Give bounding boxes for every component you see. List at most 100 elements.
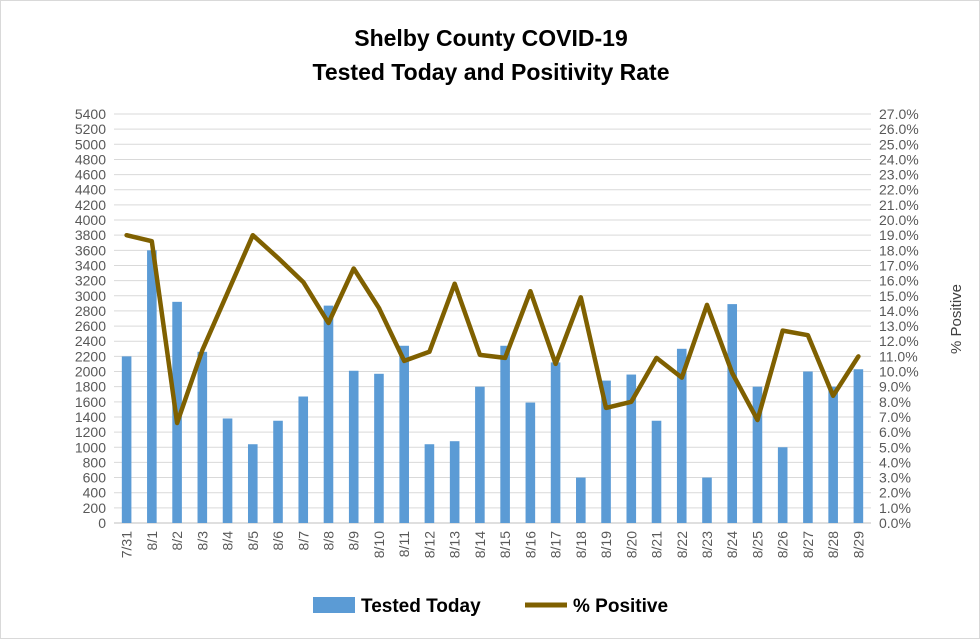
chart-title: Shelby County COVID-19: [354, 25, 627, 51]
bar-tested-today: [727, 304, 738, 523]
left-tick-label: 2800: [75, 303, 106, 319]
left-tick-label: 4800: [75, 151, 106, 167]
right-tick-label: 0.0%: [879, 515, 911, 531]
bar-tested-today: [399, 345, 409, 523]
bar-tested-today: [626, 374, 637, 523]
right-tick-label: 16.0%: [879, 273, 919, 289]
right-tick-label: 13.0%: [879, 318, 919, 334]
bar-tested-today: [449, 441, 460, 523]
x-tick-label: 8/4: [220, 531, 236, 551]
left-tick-label: 5200: [75, 121, 106, 137]
left-tick-label: 5000: [75, 136, 106, 152]
x-tick-label: 8/8: [320, 531, 336, 551]
x-tick-label: 8/13: [447, 531, 463, 558]
bar-tested-today: [247, 444, 258, 523]
right-tick-label: 4.0%: [879, 454, 911, 470]
left-tick-label: 2400: [75, 333, 106, 349]
bar-tested-today: [475, 386, 485, 523]
x-tick-label: 8/19: [598, 531, 614, 558]
left-tick-label: 1800: [75, 379, 106, 395]
right-tick-label: 22.0%: [879, 182, 919, 198]
gridlines: [114, 113, 871, 524]
left-tick-label: 800: [83, 454, 107, 470]
right-tick-label: 15.0%: [879, 288, 919, 304]
right-tick-label: 11.0%: [879, 348, 918, 364]
x-tick-label: 8/29: [850, 531, 866, 558]
right-tick-label: 21.0%: [879, 197, 919, 213]
x-tick-label: 8/25: [749, 531, 765, 558]
bar-tested-today: [752, 386, 763, 523]
left-tick-label: 4000: [75, 212, 106, 228]
left-axis-ticks: 0200400600800100012001400160018002000220…: [75, 106, 106, 531]
x-tick-label: 8/7: [295, 531, 311, 551]
right-tick-label: 17.0%: [879, 257, 919, 273]
left-tick-label: 4400: [75, 182, 106, 198]
bar-tested-today: [222, 418, 233, 523]
right-tick-label: 27.0%: [879, 106, 919, 122]
left-tick-label: 1400: [75, 409, 106, 425]
right-tick-label: 8.0%: [879, 394, 911, 410]
x-tick-label: 8/2: [169, 531, 185, 551]
bar-tested-today: [777, 447, 788, 523]
bar-tested-today: [576, 477, 586, 523]
x-axis-ticks: 7/31 8/1 8/2 8/3 8/4 8/5 8/6 8/7 8/8 8/9 8/10 8/11 8…: [119, 531, 867, 558]
x-tick-label: 8/17: [548, 531, 564, 558]
x-tick-label: 8/3: [194, 531, 210, 551]
left-tick-label: 4200: [75, 197, 106, 213]
x-tick-label: 8/26: [775, 531, 791, 558]
x-tick-label: 8/22: [674, 531, 690, 558]
left-tick-label: 4600: [75, 167, 106, 183]
x-tick-label: 8/10: [371, 531, 387, 558]
bar-tested-today: [525, 402, 536, 523]
bar-tested-today: [298, 396, 309, 523]
legend: Tested Today % Positive: [313, 596, 668, 617]
right-tick-label: 20.0%: [879, 212, 919, 228]
x-tick-label: 8/12: [421, 531, 437, 558]
bar-tested-today: [323, 305, 334, 523]
x-tick-label: 7/31: [119, 531, 135, 558]
bar-tested-today: [197, 351, 208, 523]
bar-tested-today: [702, 477, 712, 523]
x-tick-label: 8/16: [522, 531, 538, 558]
left-tick-label: 600: [83, 470, 107, 486]
bar-tested-today: [676, 348, 687, 523]
x-tick-label: 8/24: [724, 531, 740, 558]
right-tick-label: 2.0%: [879, 485, 911, 501]
x-tick-label: 8/6: [270, 531, 286, 551]
right-tick-label: 7.0%: [879, 409, 911, 425]
line-percent-positive-path: [124, 232, 861, 426]
left-tick-label: 1000: [75, 439, 106, 455]
right-tick-label: 18.0%: [879, 242, 919, 258]
right-tick-label: 25.0%: [879, 136, 919, 152]
x-tick-label: 8/9: [346, 531, 362, 551]
right-tick-label: 26.0%: [879, 121, 919, 137]
right-tick-label: 23.0%: [879, 167, 919, 183]
left-tick-label: 400: [83, 485, 107, 501]
left-tick-label: 1600: [75, 394, 106, 410]
left-tick-label: 2000: [75, 364, 106, 380]
left-tick-label: 3600: [75, 242, 106, 258]
left-tick-label: 3800: [75, 227, 106, 243]
chart-subtitle: Tested Today and Positivity Rate: [312, 59, 669, 85]
x-tick-label: 8/11: [396, 531, 412, 557]
x-tick-label: 8/21: [649, 531, 665, 558]
x-tick-label: 8/20: [623, 531, 639, 558]
right-tick-label: 14.0%: [879, 303, 919, 319]
left-tick-label: 1200: [75, 424, 106, 440]
bar-tested-today: [828, 386, 838, 523]
left-tick-label: 3400: [75, 257, 106, 273]
right-tick-label: 10.0%: [879, 364, 919, 380]
right-tick-label: 9.0%: [879, 379, 911, 395]
left-tick-label: 3000: [75, 288, 106, 304]
x-tick-label: 8/23: [699, 531, 715, 558]
x-tick-label: 8/18: [573, 531, 589, 558]
x-tick-label: 8/1: [144, 531, 160, 551]
left-tick-label: 3200: [75, 273, 106, 289]
bar-tested-today: [550, 362, 561, 523]
bar-tested-today: [853, 369, 864, 523]
right-tick-label: 5.0%: [879, 439, 911, 455]
x-tick-label: 8/5: [245, 531, 261, 551]
right-tick-label: 6.0%: [879, 424, 911, 440]
